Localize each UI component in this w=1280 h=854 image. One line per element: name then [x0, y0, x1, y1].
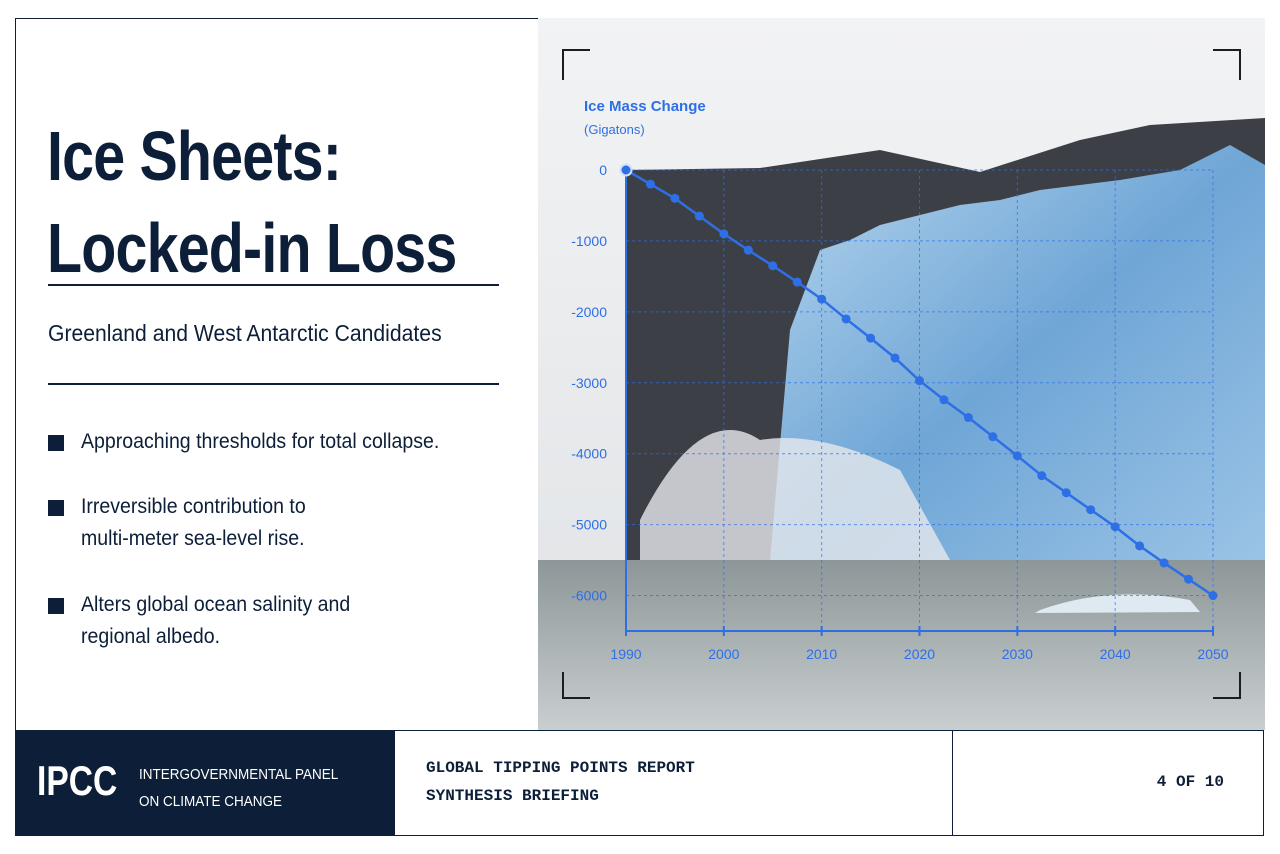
- footer-brand: IPCC INTERGOVERNMENTAL PANEL ON CLIMATE C…: [15, 730, 395, 836]
- data-point: [1086, 505, 1096, 515]
- y-axis-title: Ice Mass Change: [584, 98, 706, 115]
- data-point: [1037, 471, 1047, 481]
- y-tick-label: -2000: [571, 304, 607, 320]
- data-point: [866, 333, 876, 343]
- y-axis-unit: (Gigatons): [584, 122, 645, 137]
- title-line: Ice Sheets:: [47, 117, 342, 195]
- y-tick-label: -4000: [571, 446, 607, 462]
- data-point: [719, 229, 729, 239]
- rule: [48, 284, 499, 286]
- footer-report: GLOBAL TIPPING POINTS REPORT SYNTHESIS BR…: [395, 730, 953, 836]
- bullet-line: multi-meter sea-level rise.: [81, 527, 305, 550]
- data-point: [792, 277, 802, 287]
- data-point: [670, 193, 680, 203]
- bullet-line: Alters global ocean salinity and: [81, 593, 351, 616]
- data-point: [645, 179, 655, 189]
- y-tick-label: -3000: [571, 375, 607, 391]
- title-line: Locked-in Loss: [47, 209, 457, 287]
- report-line: SYNTHESIS BRIEFING: [426, 787, 599, 805]
- y-tick-label: 0: [599, 162, 607, 178]
- data-point: [890, 353, 900, 363]
- data-point: [817, 294, 827, 304]
- data-point: [1135, 541, 1145, 551]
- x-tick-label: 2010: [806, 646, 837, 662]
- x-tick-label: 2030: [1002, 646, 1033, 662]
- data-point: [1061, 488, 1071, 498]
- data-point: [1208, 591, 1218, 601]
- data-point: [1012, 451, 1022, 461]
- data-point: [694, 211, 704, 221]
- subtitle: Greenland and West Antarctic Candidates: [48, 320, 442, 346]
- data-point: [619, 163, 633, 177]
- x-tick-label: 2000: [708, 646, 739, 662]
- rule: [48, 383, 499, 385]
- bullet-line: regional albedo.: [81, 625, 220, 648]
- page-number: 4 OF 10: [953, 730, 1264, 836]
- data-point: [841, 314, 851, 324]
- logo: IPCC: [37, 757, 118, 804]
- org-line: INTERGOVERNMENTAL PANEL: [139, 766, 339, 783]
- x-tick-label: 1990: [610, 646, 641, 662]
- org-line: ON CLIMATE CHANGE: [139, 793, 283, 810]
- title: Ice Sheets: Locked-in Loss: [47, 110, 457, 294]
- data-point: [1110, 522, 1120, 532]
- data-point: [963, 413, 973, 423]
- x-tick-label: 2050: [1197, 646, 1228, 662]
- data-point: [988, 432, 998, 442]
- y-tick-label: -5000: [571, 517, 607, 533]
- data-point: [1159, 558, 1169, 568]
- x-tick-label: 2040: [1100, 646, 1131, 662]
- data-point: [743, 245, 753, 255]
- org: INTERGOVERNMENTAL PANEL ON CLIMATE CHANGE: [139, 761, 338, 815]
- y-tick-label: -6000: [571, 588, 607, 604]
- bullet-line: Irreversible contribution to: [81, 495, 306, 518]
- data-point: [939, 395, 949, 405]
- chart-panel: 0 -1000 -2000 -3000 -4000 -5000 -6000 1990 2000 2…: [538, 18, 1265, 730]
- x-tick-label: 2020: [904, 646, 935, 662]
- data-point: [768, 261, 778, 271]
- report-line: GLOBAL TIPPING POINTS REPORT: [426, 759, 695, 777]
- data-point: [915, 376, 924, 386]
- bullet-text: Irreversible contribution to multi-meter …: [81, 491, 306, 555]
- y-tick-label: -1000: [571, 233, 607, 249]
- bullet-text: Alters global ocean salinity and regional…: [81, 589, 350, 653]
- data-point: [1184, 574, 1194, 584]
- bullet-text: Approaching thresholds for total collaps…: [81, 430, 440, 453]
